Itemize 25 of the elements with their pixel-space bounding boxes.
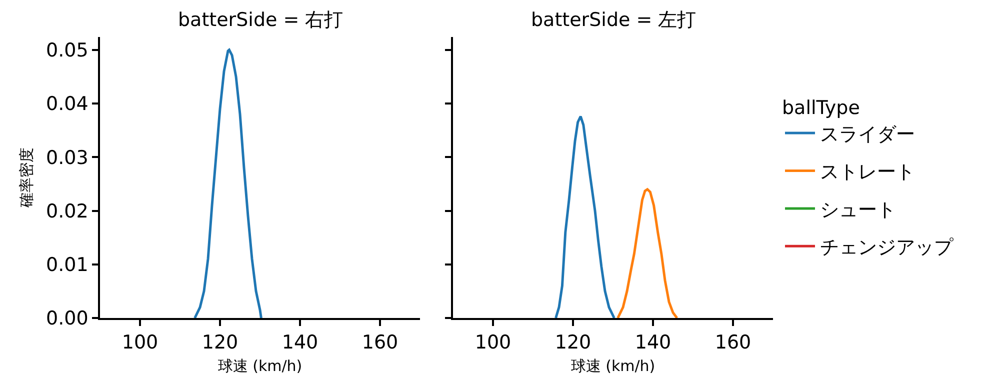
x-tick-label: 100	[122, 332, 158, 354]
x-tick-label: 120	[554, 332, 592, 354]
y-tick-label: 0.00	[46, 308, 88, 330]
y-tick-label: 0.04	[46, 93, 88, 116]
legend-label: スライダー	[820, 123, 915, 146]
legend-label: ストレート	[820, 161, 915, 184]
y-tick-label: 0.03	[46, 146, 88, 169]
x-tick-label: 140	[282, 332, 318, 354]
x-tick-label: 120	[202, 332, 238, 354]
x-tick-label: 160	[362, 332, 398, 354]
y-tick-label: 0.02	[46, 200, 88, 222]
y-tick-label: 0.05	[46, 40, 88, 62]
chart-title: batterSide = 左打	[531, 9, 696, 31]
chart-title: batterSide = 右打	[178, 9, 344, 31]
y-axis-title: 確率密度	[18, 148, 36, 208]
x-axis-title: 球速 (km/h)	[570, 357, 656, 376]
x-axis-title: 球速 (km/h)	[218, 357, 302, 376]
line-series	[194, 48, 262, 318]
x-tick-label: 160	[714, 332, 752, 354]
x-tick-label: 100	[474, 332, 512, 354]
y-tick-label: 0.01	[46, 254, 88, 276]
legend-label: チェンジアップ	[820, 236, 954, 259]
legend-label: シュート	[820, 198, 896, 221]
legend-title: ballType	[782, 97, 860, 120]
x-tick-label: 140	[634, 332, 672, 354]
